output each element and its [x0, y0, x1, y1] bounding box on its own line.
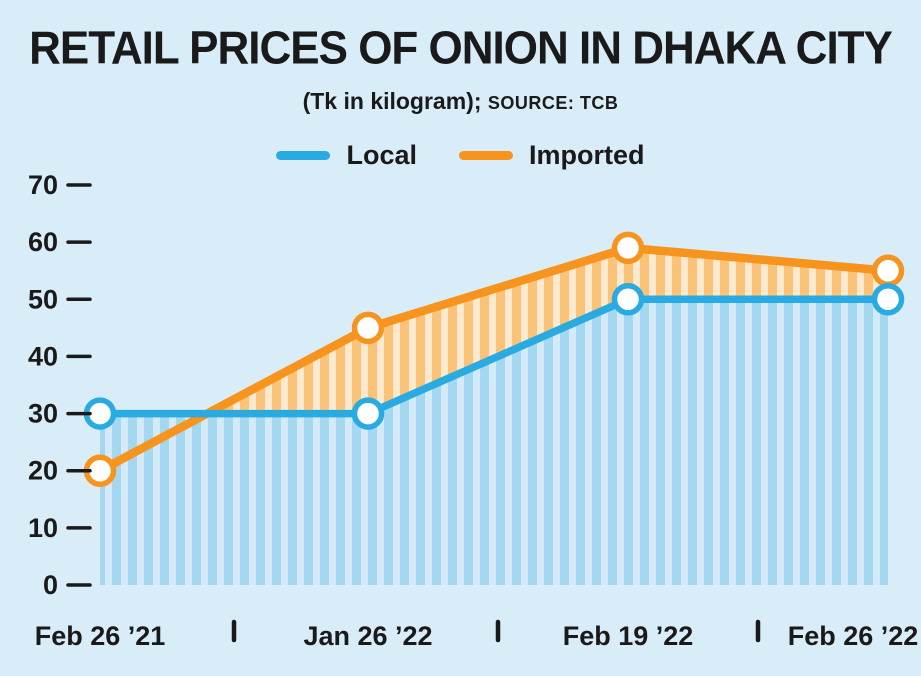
- source-label: SOURCE: TCB: [487, 93, 619, 113]
- legend-item-local: Local: [276, 140, 417, 171]
- y-axis-label: 10: [28, 513, 58, 543]
- local-data-point: [871, 283, 905, 316]
- local-area-fill: [100, 299, 888, 585]
- chart-title: RETAIL PRICES OF ONION IN DHAKA CITY: [29, 22, 893, 75]
- x-axis-label: Jan 26 ’22: [303, 621, 432, 651]
- chart-subtitle: (Tk in kilogram); SOURCE: TCB: [0, 88, 921, 115]
- y-axis-label: 40: [28, 341, 58, 371]
- local-data-point: [351, 397, 385, 430]
- local-data-point: [611, 283, 645, 316]
- imported-line: [95, 243, 893, 475]
- y-axis-label: 20: [28, 456, 58, 486]
- imported-data-point: [871, 254, 905, 287]
- imported-series-label: Imported: [529, 140, 645, 170]
- imported-data-point: [351, 311, 385, 345]
- imported-data-point: [611, 231, 645, 265]
- imported-series-swatch: [459, 151, 513, 160]
- x-axis-label: Feb 26 ’22: [788, 621, 919, 651]
- y-axis-label: 60: [28, 227, 58, 257]
- legend-item-imported: Imported: [459, 140, 645, 171]
- x-axis-label: Feb 19 ’22: [563, 621, 694, 651]
- local-series-label: Local: [346, 140, 417, 170]
- legend: Local Imported: [0, 140, 921, 171]
- y-axis-label: 70: [28, 170, 58, 200]
- units-label: (Tk in kilogram);: [302, 88, 482, 114]
- local-series-swatch: [276, 151, 331, 160]
- y-axis-label: 0: [43, 570, 58, 600]
- x-axis-label: Feb 26 ’21: [35, 621, 166, 651]
- y-axis-label: 50: [28, 284, 58, 314]
- y-axis-label: 30: [28, 399, 58, 429]
- local-line: [96, 295, 892, 418]
